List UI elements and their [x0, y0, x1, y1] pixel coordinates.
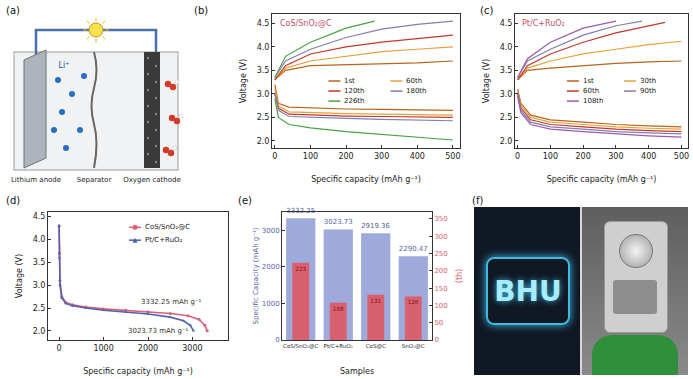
- svg-text:223: 223: [295, 266, 306, 272]
- svg-text:3000: 3000: [262, 227, 280, 235]
- svg-text:0: 0: [272, 152, 277, 161]
- svg-text:100: 100: [543, 152, 558, 161]
- svg-text:Voltage (V): Voltage (V): [482, 59, 491, 103]
- svg-text:1000: 1000: [93, 344, 113, 353]
- svg-text:180th: 180th: [406, 87, 427, 95]
- svg-text:300: 300: [374, 152, 389, 161]
- svg-text:3.5: 3.5: [500, 66, 513, 75]
- html-text:BHU: BHU: [494, 274, 562, 308]
- svg-text:4.0: 4.0: [500, 43, 513, 52]
- svg-text:1000: 1000: [262, 300, 280, 308]
- svg-text:0: 0: [434, 336, 438, 344]
- svg-text:CoS/SnO₂@C: CoS/SnO₂@C: [283, 343, 319, 349]
- svg-text:(d): (d): [6, 195, 20, 206]
- svg-text:Oxygen cathode: Oxygen cathode: [123, 176, 181, 184]
- svg-text:4.5: 4.5: [500, 19, 513, 28]
- svg-text:3.0: 3.0: [500, 90, 513, 99]
- svg-text:60th: 60th: [583, 87, 599, 95]
- svg-text:400: 400: [641, 152, 656, 161]
- svg-text:126: 126: [408, 299, 419, 305]
- svg-text:Specific capacity (mAh g⁻¹): Specific capacity (mAh g⁻¹): [547, 175, 657, 184]
- svg-text:3000: 3000: [182, 344, 202, 353]
- svg-text:200: 200: [434, 267, 447, 275]
- svg-text:Pt/C+RuO₂: Pt/C+RuO₂: [145, 236, 183, 244]
- svg-text:108th: 108th: [583, 97, 604, 105]
- svg-text:Voltage (V): Voltage (V): [15, 254, 24, 298]
- svg-text:50: 50: [434, 319, 443, 327]
- svg-text:0: 0: [515, 152, 520, 161]
- svg-text:2.5: 2.5: [257, 113, 270, 122]
- svg-text:SnO₂@C: SnO₂@C: [402, 343, 425, 349]
- svg-text:350: 350: [434, 215, 447, 223]
- svg-text:100: 100: [303, 152, 318, 161]
- svg-text:2.0: 2.0: [33, 327, 46, 336]
- svg-text:1st: 1st: [583, 77, 594, 85]
- svg-text:200: 200: [338, 152, 353, 161]
- svg-text:2000: 2000: [262, 263, 280, 271]
- svg-text:60th: 60th: [406, 77, 422, 85]
- svg-text:2.0: 2.0: [257, 137, 270, 146]
- svg-text:(a): (a): [6, 5, 20, 16]
- svg-text:400: 400: [410, 152, 425, 161]
- svg-text:Specific capacity (mAh g⁻¹): Specific capacity (mAh g⁻¹): [83, 367, 193, 376]
- svg-text:CoS/SnO₂@C: CoS/SnO₂@C: [280, 19, 332, 28]
- svg-text:500: 500: [674, 152, 689, 161]
- svg-text:200: 200: [576, 152, 591, 161]
- svg-text:2.0: 2.0: [500, 137, 513, 146]
- svg-text:(e): (e): [238, 195, 252, 206]
- svg-text:3332.25 mAh g⁻¹: 3332.25 mAh g⁻¹: [141, 298, 202, 306]
- svg-text:150: 150: [434, 285, 447, 293]
- svg-text:0: 0: [275, 336, 279, 344]
- svg-text:4.5: 4.5: [33, 212, 46, 221]
- svg-text:Voltage (V): Voltage (V): [239, 59, 248, 103]
- svg-text:0: 0: [57, 344, 62, 353]
- svg-text:(c): (c): [480, 5, 493, 16]
- svg-text:Li⁺: Li⁺: [59, 61, 70, 70]
- svg-text:500: 500: [445, 152, 460, 161]
- svg-text:3.5: 3.5: [257, 66, 270, 75]
- svg-text:3023.73: 3023.73: [324, 218, 353, 226]
- svg-text:(th): (th): [455, 269, 464, 283]
- svg-text:131: 131: [370, 298, 381, 304]
- svg-text:3.5: 3.5: [33, 258, 46, 267]
- svg-text:2919.36: 2919.36: [361, 222, 390, 230]
- svg-text:3332.25: 3332.25: [286, 207, 315, 215]
- svg-text:2.5: 2.5: [33, 304, 46, 313]
- svg-text:Samples: Samples: [340, 367, 374, 376]
- svg-text:226th: 226th: [344, 97, 365, 105]
- svg-text:2290.47: 2290.47: [399, 245, 428, 253]
- svg-text:2000: 2000: [138, 344, 158, 353]
- svg-text:3023.73 mAh g⁻¹: 3023.73 mAh g⁻¹: [128, 327, 189, 335]
- svg-text:2.5: 2.5: [500, 113, 513, 122]
- svg-text:CoS@C: CoS@C: [366, 343, 386, 349]
- svg-text:Separator: Separator: [77, 176, 112, 184]
- svg-text:Pt/C+RuO₂: Pt/C+RuO₂: [324, 343, 353, 349]
- svg-text:(b): (b): [194, 5, 208, 16]
- svg-text:(f): (f): [472, 195, 483, 206]
- svg-text:3.0: 3.0: [257, 90, 270, 99]
- svg-text:108: 108: [333, 306, 344, 312]
- svg-text:Lithium anode: Lithium anode: [11, 176, 61, 184]
- svg-text:4.0: 4.0: [257, 43, 270, 52]
- svg-text:90th: 90th: [640, 87, 656, 95]
- svg-text:CoS/SnO₂@C: CoS/SnO₂@C: [145, 223, 190, 231]
- svg-text:300: 300: [608, 152, 623, 161]
- svg-text:Pt/C+RuO₂: Pt/C+RuO₂: [522, 19, 565, 28]
- svg-text:300: 300: [434, 233, 447, 241]
- svg-text:4.5: 4.5: [257, 19, 270, 28]
- svg-text:100: 100: [434, 302, 447, 310]
- svg-text:3.0: 3.0: [33, 281, 46, 290]
- svg-text:Specific Capacity (mAh g⁻¹): Specific Capacity (mAh g⁻¹): [252, 227, 260, 324]
- svg-text:250: 250: [434, 250, 447, 258]
- svg-text:120th: 120th: [344, 87, 365, 95]
- svg-text:30th: 30th: [640, 77, 656, 85]
- svg-text:1st: 1st: [344, 77, 355, 85]
- svg-text:Specific capacity (mAh g⁻¹): Specific capacity (mAh g⁻¹): [311, 175, 421, 184]
- svg-text:4.0: 4.0: [33, 235, 46, 244]
